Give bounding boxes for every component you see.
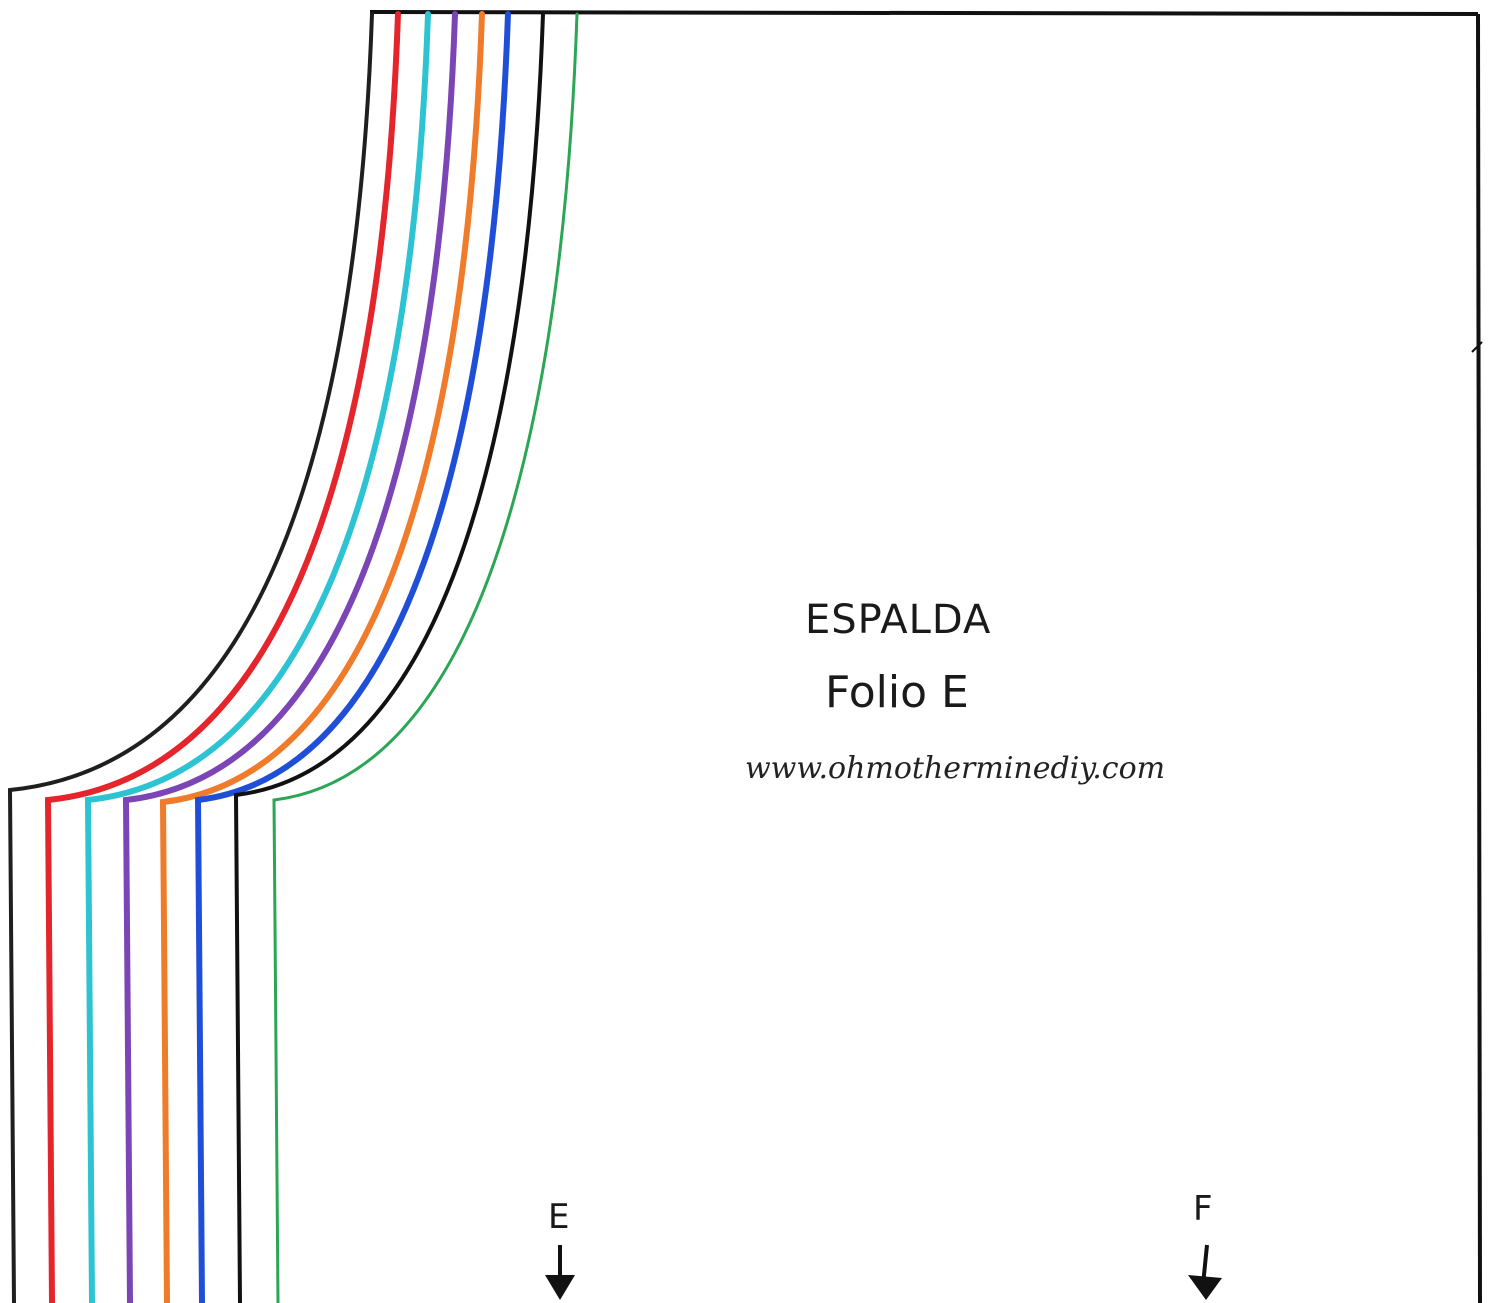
size-curves	[7, 11, 579, 1303]
website-url: www.ohmotherminediy.com	[745, 751, 1165, 786]
grainline-tick	[1471, 341, 1483, 353]
marker-f-arrow	[1188, 1244, 1222, 1300]
marker-f-label: F	[1193, 1189, 1213, 1229]
size-curve-8	[272, 12, 579, 1303]
pattern-outline-top	[369, 10, 1479, 16]
marker-e-label: E	[548, 1197, 569, 1237]
size-curve-6	[194, 11, 511, 1303]
marker-e-arrow	[545, 1245, 575, 1300]
size-curve-4	[122, 11, 458, 1303]
pattern-title: ESPALDA	[805, 597, 991, 643]
pattern-outline-right	[1476, 13, 1482, 1303]
size-curve-1	[7, 12, 374, 1303]
size-curve-3	[84, 11, 431, 1303]
pattern-subtitle: Folio E	[825, 667, 969, 718]
size-curve-5	[159, 11, 485, 1303]
size-curve-7	[233, 12, 545, 1303]
size-curve-2	[44, 11, 401, 1303]
